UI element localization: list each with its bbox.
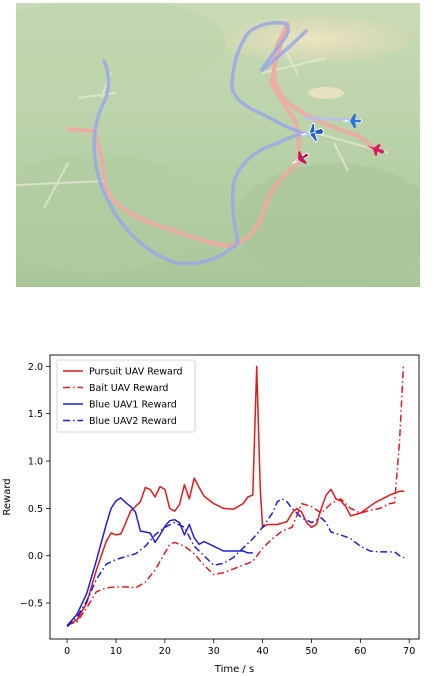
x-tick-label: 20 (159, 646, 171, 657)
axis-ticks: 0 10 20 30 40 50 60 70 −0.5 0.0 0.5 1.0 1.5 2.0 (20, 362, 415, 657)
blue-uav-trail (92, 20, 312, 266)
y-tick-label: 2.0 (28, 362, 43, 373)
series-lines (66, 365, 405, 628)
legend-box (56, 359, 196, 433)
series-line-blue-uav1-reward (66, 497, 253, 627)
legend: Pursuit UAV Reward Bait UAV Reward Blue UA… (56, 359, 196, 433)
y-tick-label: 1.0 (28, 457, 43, 468)
x-axis-label: Time / s (214, 664, 254, 675)
y-tick-label: 0.0 (28, 551, 43, 562)
terrain-patch (236, 163, 420, 283)
flight-scene-image (16, 3, 420, 287)
y-tick-label: −0.5 (20, 599, 43, 610)
x-tick-label: 60 (354, 646, 366, 657)
x-tick-label: 0 (64, 646, 70, 657)
blue-uav2-icon (342, 114, 363, 128)
plot-frame (49, 354, 420, 640)
red-uav-trail (66, 21, 376, 249)
sand-patch (308, 87, 344, 99)
y-axis-label: Reward (2, 478, 13, 515)
pursuit-uav-icon (291, 150, 310, 165)
legend-label: Blue UAV2 Reward (89, 416, 177, 427)
y-tick-label: 0.5 (28, 504, 43, 515)
legend-label: Bait UAV Reward (89, 383, 168, 394)
legend-label: Pursuit UAV Reward (89, 367, 183, 378)
blue-uav-trail-segment (304, 116, 354, 122)
bait-uav-icon (366, 144, 385, 157)
reward-chart: 0 10 20 30 40 50 60 70 −0.5 0.0 0.5 1.0 1.5 2.0 Time … (2, 354, 420, 675)
x-tick-label: 30 (208, 646, 220, 657)
x-tick-label: 10 (110, 646, 122, 657)
blue-uav1-icon (301, 122, 325, 142)
series-line-pursuit-uav-reward (66, 365, 405, 626)
x-tick-label: 70 (403, 646, 415, 657)
sand-dune (221, 15, 411, 63)
y-tick-label: 1.5 (28, 409, 43, 420)
legend-label: Blue UAV1 Reward (89, 400, 177, 411)
x-tick-label: 40 (257, 646, 269, 657)
x-tick-label: 50 (305, 646, 317, 657)
series-line-blue-uav2-reward (66, 498, 405, 628)
terrain-patch (16, 3, 226, 88)
